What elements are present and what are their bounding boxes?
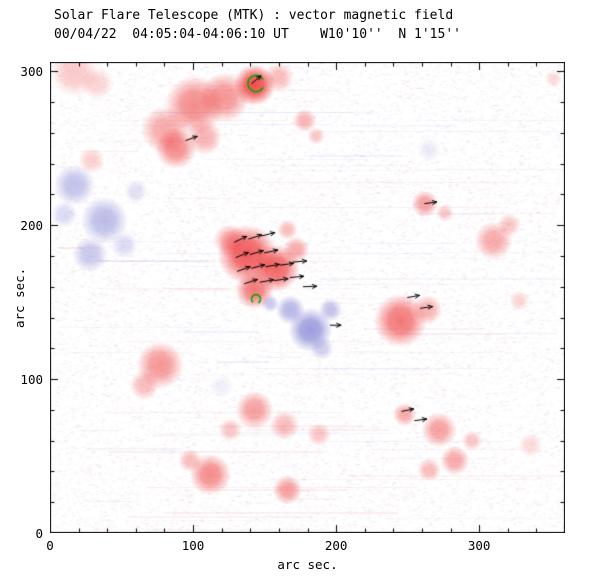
y-axis-label: arc sec.: [12, 267, 27, 328]
figure-title: Solar Flare Telescope (MTK) : vector mag…: [54, 8, 454, 23]
y-tick-label: 0: [35, 526, 43, 541]
y-tick-label: 100: [20, 372, 43, 388]
figure-subtitle: 00/04/22 04:05:04-04:06:10 UT W10'10'' N…: [54, 27, 461, 42]
x-axis-label: arc sec.: [277, 557, 338, 572]
magnetogram-canvas: [50, 62, 565, 533]
x-tick-label: 200: [324, 538, 348, 553]
y-tick-label: 200: [20, 218, 43, 234]
x-tick-label: 100: [181, 538, 205, 553]
y-tick-label: 300: [20, 64, 43, 80]
x-tick-label: 300: [467, 538, 491, 553]
x-tick-label: 0: [46, 538, 54, 553]
